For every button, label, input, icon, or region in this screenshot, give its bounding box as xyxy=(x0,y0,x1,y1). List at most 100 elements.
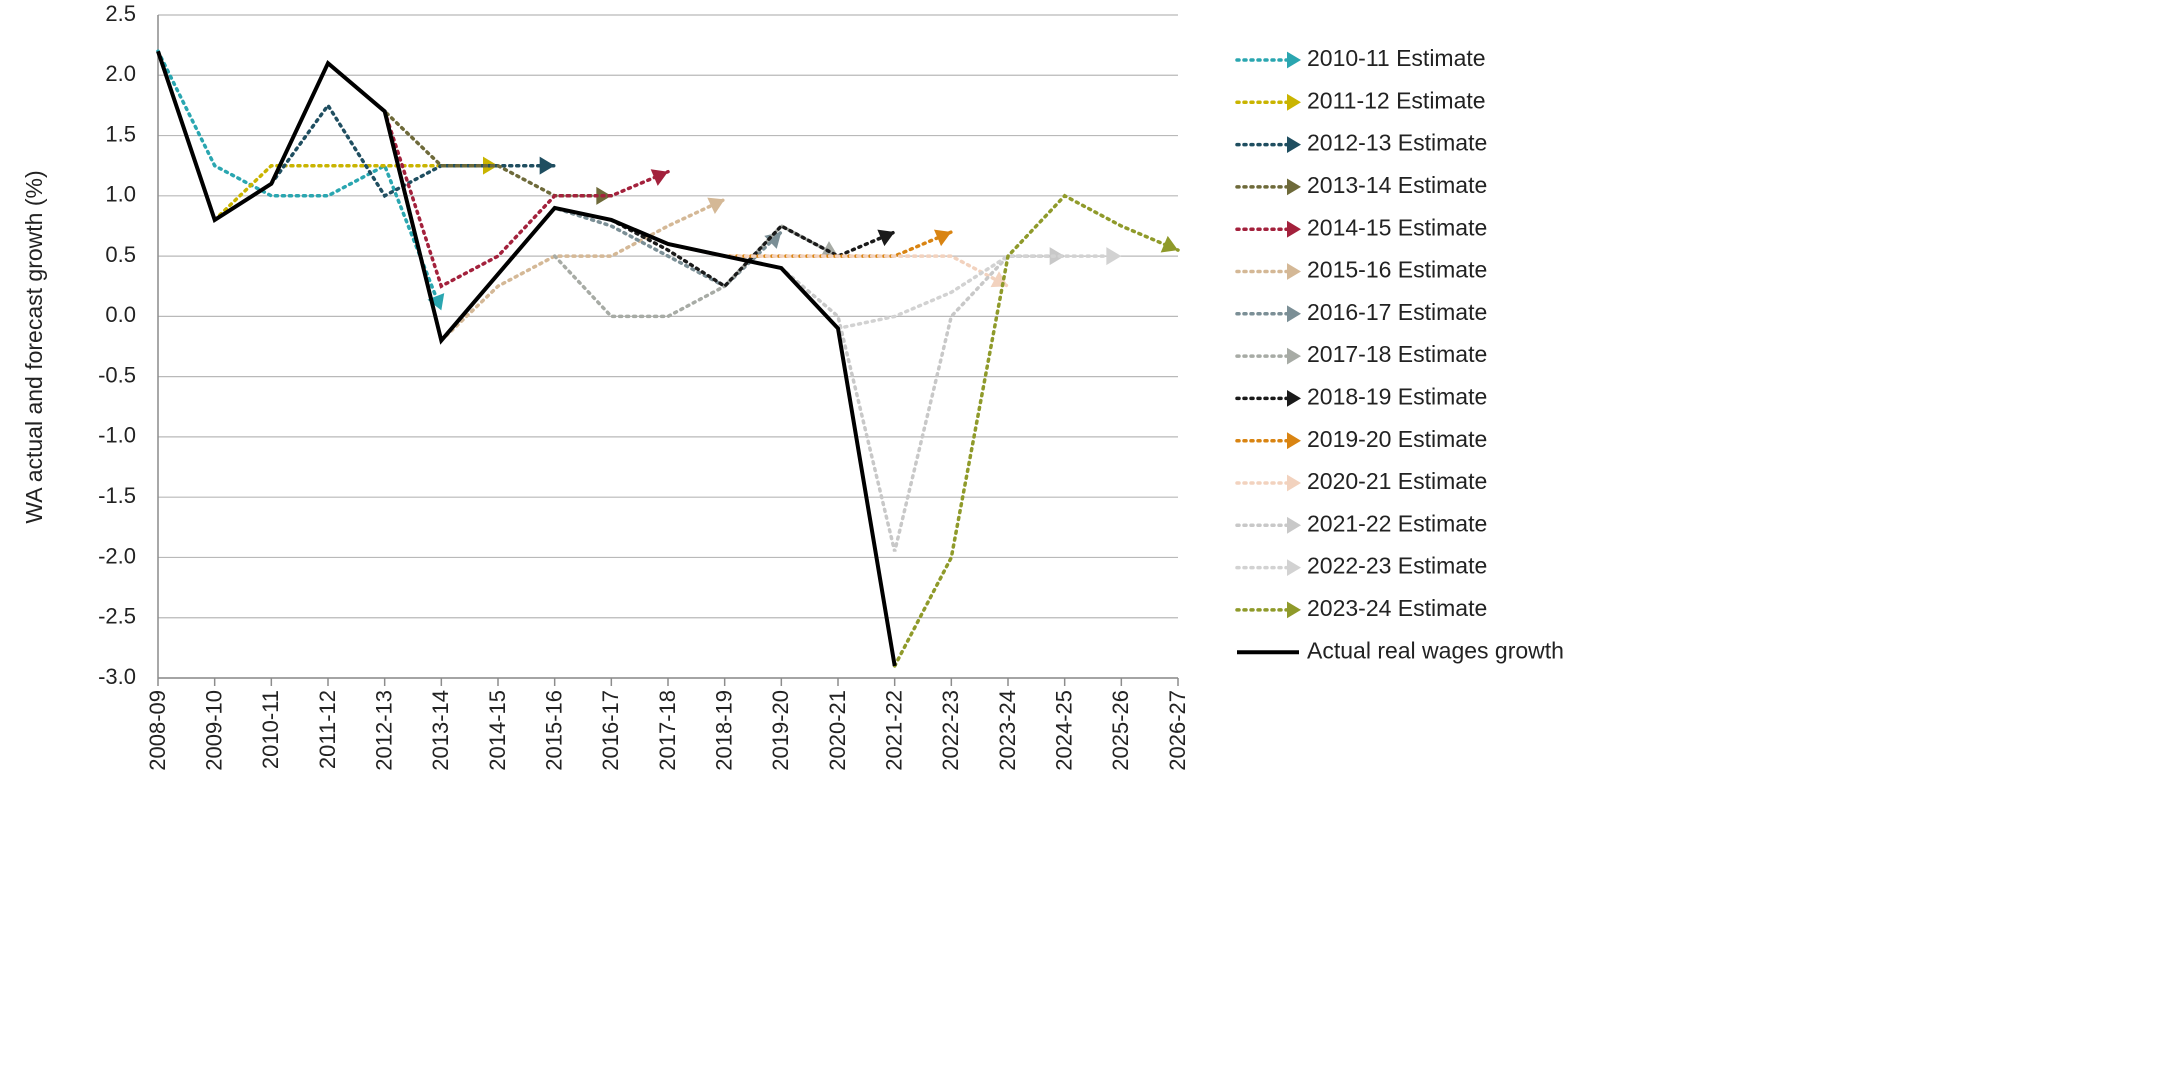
series-arrowhead xyxy=(1287,390,1301,407)
series-10 xyxy=(725,256,1008,287)
x-tick-label: 2010-11 xyxy=(258,690,283,769)
legend-item: 2023-24 Estimate xyxy=(1237,595,1487,621)
series-arrowhead xyxy=(1287,348,1301,365)
legend-item: 2022-23 Estimate xyxy=(1237,553,1487,579)
series-arrowhead xyxy=(1287,475,1301,492)
legend-label: 2016-17 Estimate xyxy=(1307,299,1487,325)
actual-series-line xyxy=(158,51,895,666)
series-11 xyxy=(781,247,1064,551)
x-tick-label: 2018-19 xyxy=(711,690,736,771)
y-axis-label: WA actual and forecast growth (%) xyxy=(21,170,47,523)
x-tick-labels: 2008-09 2009-10 2010-11 2011-12 2012-13 2013-… xyxy=(145,690,1190,771)
y-tick-label: -1.0 xyxy=(98,423,136,448)
x-tick-label: 2023-24 xyxy=(995,690,1020,771)
x-tick-label: 2024-25 xyxy=(1051,690,1076,771)
y-tick-label: 0.0 xyxy=(105,302,136,327)
series-3 xyxy=(328,63,611,205)
legend-label: 2011-12 Estimate xyxy=(1307,87,1486,113)
legend-label: 2013-14 Estimate xyxy=(1307,172,1487,198)
series-5 xyxy=(441,198,724,341)
series-13 xyxy=(895,196,1178,666)
x-tick-label: 2021-22 xyxy=(881,690,906,771)
x-tick-label: 2026-27 xyxy=(1165,690,1190,771)
legend-item: 2017-18 Estimate xyxy=(1237,341,1487,367)
estimate-series-line xyxy=(895,196,1178,666)
y-tick-label: -2.5 xyxy=(98,604,136,629)
legend-label: 2014-15 Estimate xyxy=(1307,214,1487,240)
x-tick-label: 2011-12 xyxy=(315,690,340,769)
legend-item: 2016-17 Estimate xyxy=(1237,299,1487,325)
legend-item: 2011-12 Estimate xyxy=(1237,87,1486,113)
legend-item: 2018-19 Estimate xyxy=(1237,383,1487,409)
legend-label: 2020-21 Estimate xyxy=(1307,468,1487,494)
legend-item: 2014-15 Estimate xyxy=(1237,214,1487,240)
estimate-series-line xyxy=(725,256,1008,286)
x-tick-label: 2016-17 xyxy=(598,690,623,771)
legend-label: 2018-19 Estimate xyxy=(1307,383,1487,409)
y-tick-label: -1.5 xyxy=(98,483,136,508)
gridlines xyxy=(158,15,1178,678)
x-tick-label: 2015-16 xyxy=(541,690,566,771)
estimate-series-line xyxy=(498,208,781,286)
estimate-series-line xyxy=(328,63,611,196)
estimate-series-line xyxy=(385,111,668,286)
y-tick-label: 0.5 xyxy=(105,242,136,267)
x-tick-label: 2020-21 xyxy=(825,690,850,771)
series-arrowhead xyxy=(1287,263,1301,280)
estimate-series-line xyxy=(271,105,554,195)
legend-label: 2015-16 Estimate xyxy=(1307,257,1487,283)
series-arrowhead xyxy=(1287,94,1301,111)
series-lines xyxy=(158,51,1178,666)
x-tick-label: 2012-13 xyxy=(371,690,396,771)
legend-label: 2012-13 Estimate xyxy=(1307,130,1487,156)
legend-item: 2010-11 Estimate xyxy=(1237,45,1486,71)
estimate-series-line xyxy=(555,226,838,316)
x-tick-label: 2014-15 xyxy=(485,690,510,771)
y-tick-label: 1.0 xyxy=(105,182,136,207)
y-tick-label: 2.5 xyxy=(105,1,136,26)
legend-label: 2021-22 Estimate xyxy=(1307,510,1487,536)
x-tick-label: 2009-10 xyxy=(201,690,226,771)
series-8 xyxy=(611,220,894,286)
y-tick-label: -0.5 xyxy=(98,362,136,387)
legend-item: Actual real wages growth xyxy=(1237,637,1564,663)
legend: 2010-11 Estimate 2011-12 Estimate 2012-13 … xyxy=(1237,45,1564,663)
series-arrowhead xyxy=(540,157,555,175)
y-tick-label: 1.5 xyxy=(105,121,136,146)
series-6 xyxy=(498,208,781,286)
series-arrowhead xyxy=(1287,221,1301,238)
legend-label: 2010-11 Estimate xyxy=(1307,45,1486,71)
legend-item: 2013-14 Estimate xyxy=(1237,172,1487,198)
series-arrowhead xyxy=(1287,517,1301,534)
legend-label: 2017-18 Estimate xyxy=(1307,341,1487,367)
series-arrowhead xyxy=(1287,432,1301,449)
legend-item: 2020-21 Estimate xyxy=(1237,468,1487,494)
series-2 xyxy=(271,105,554,195)
x-tick-label: 2022-23 xyxy=(938,690,963,771)
y-tick-label: 2.0 xyxy=(105,61,136,86)
series-arrowhead xyxy=(1287,179,1301,196)
x-tick-label: 2008-09 xyxy=(145,690,170,771)
series-arrowhead xyxy=(1287,305,1301,322)
legend-item: 2019-20 Estimate xyxy=(1237,426,1487,452)
x-tick-label: 2017-18 xyxy=(655,690,680,771)
series-arrowhead xyxy=(1287,602,1301,619)
estimate-series-line xyxy=(441,199,724,340)
series-arrowhead xyxy=(1287,136,1301,153)
legend-item: 2015-16 Estimate xyxy=(1237,257,1487,283)
legend-label: Actual real wages growth xyxy=(1307,637,1564,663)
legend-label: 2022-23 Estimate xyxy=(1307,553,1487,579)
estimate-series-line xyxy=(781,256,1064,551)
estimate-series-line xyxy=(611,220,894,286)
axes xyxy=(158,15,1178,686)
y-tick-label: -2.0 xyxy=(98,543,136,568)
series-4 xyxy=(385,111,668,286)
legend-label: 2019-20 Estimate xyxy=(1307,426,1487,452)
legend-item: 2012-13 Estimate xyxy=(1237,130,1487,156)
x-tick-label: 2019-20 xyxy=(768,690,793,771)
y-tick-label: -3.0 xyxy=(98,664,136,689)
series-arrowhead xyxy=(1106,247,1121,265)
x-tick-label: 2025-26 xyxy=(1108,690,1133,771)
y-tick-labels: 2.5 2.0 1.5 1.0 0.5 0.0 -0.5 -1.0 -1.5 -2.0 -2.5 -3… xyxy=(98,1,136,689)
